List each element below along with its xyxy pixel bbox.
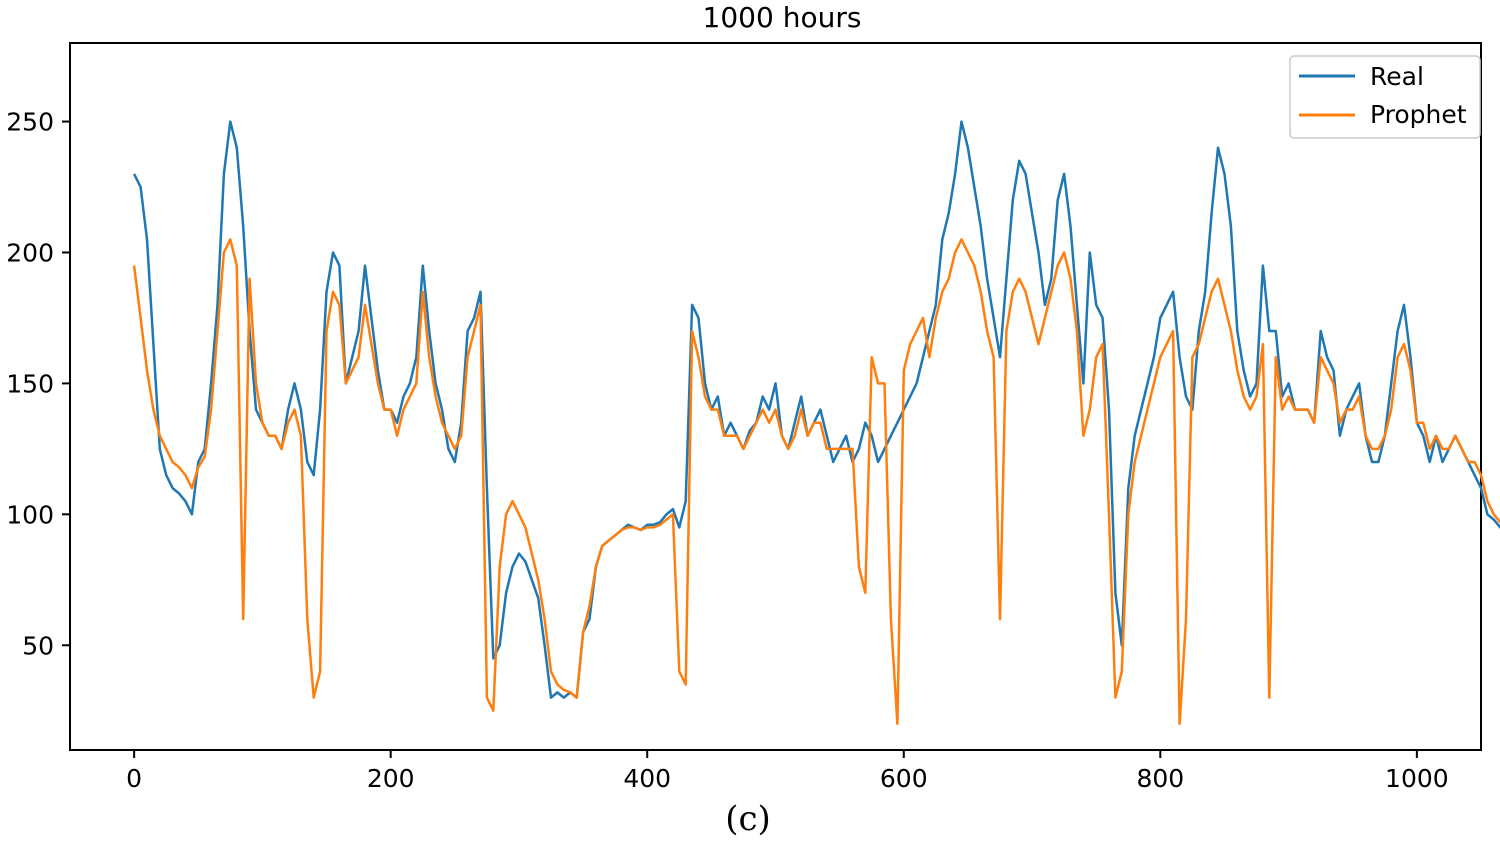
plot-frame — [69, 42, 1482, 751]
x-tick-label: 0 — [126, 764, 142, 793]
y-tick-label: 50 — [22, 631, 54, 660]
series-line-real — [132, 120, 1500, 699]
x-tick-label: 400 — [623, 764, 671, 793]
legend-label-prophet: Prophet — [1370, 100, 1467, 129]
x-tick-label: 1000 — [1385, 764, 1449, 793]
x-tick-label: 600 — [880, 764, 928, 793]
x-axis: 0 200 400 600 800 1000 — [126, 750, 1449, 793]
legend-label-real: Real — [1370, 62, 1424, 91]
series-lines — [132, 120, 1500, 726]
y-axis: 50 100 150 200 250 — [6, 108, 70, 660]
x-tick-label: 800 — [1136, 764, 1184, 793]
chart-title: 1000 hours — [703, 1, 862, 34]
legend: Real Prophet — [1289, 55, 1481, 139]
y-tick-label: 150 — [6, 369, 54, 398]
x-tick-label: 200 — [367, 764, 415, 793]
figure-caption: (c) — [725, 799, 771, 839]
y-tick-label: 250 — [6, 108, 54, 137]
series-line-prophet — [132, 238, 1500, 726]
y-tick-label: 200 — [6, 238, 54, 267]
y-tick-label: 100 — [6, 500, 54, 529]
